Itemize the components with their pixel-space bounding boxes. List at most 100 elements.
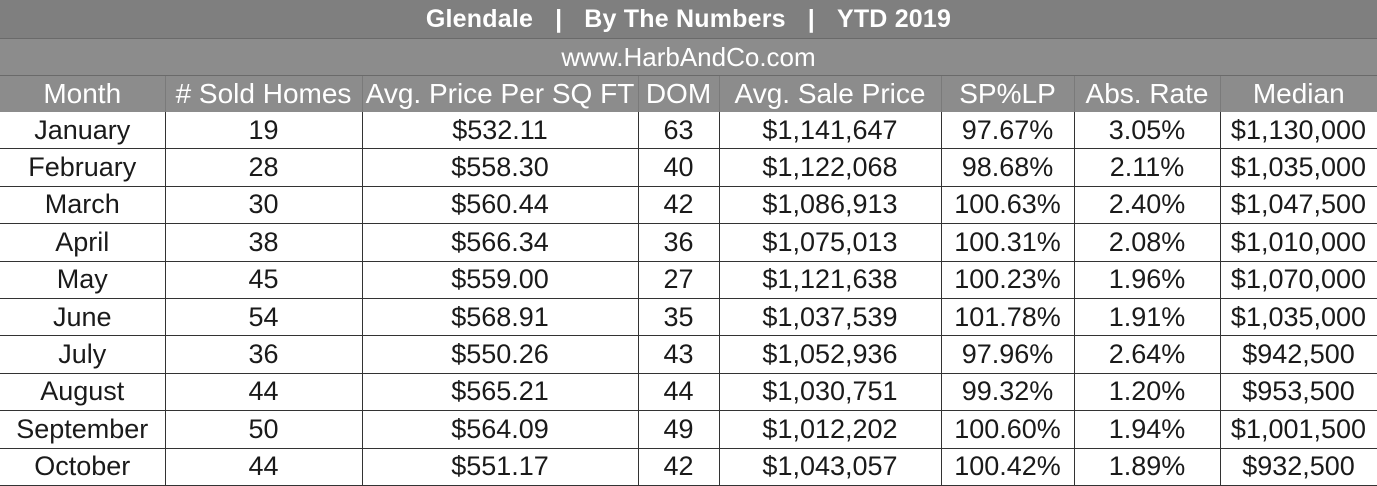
website-url-text: www.HarbAndCo.com bbox=[561, 41, 816, 72]
column-header-price-per-sqft: Avg. Price Per SQ FT bbox=[361, 76, 638, 112]
table-header-row: Month # Sold Homes Avg. Price Per SQ FT … bbox=[0, 76, 1377, 112]
cell-month: February bbox=[0, 148, 166, 187]
cell-median: $1,010,000 bbox=[1219, 223, 1377, 262]
cell-avg-sale-price: $1,122,068 bbox=[718, 148, 942, 187]
cell-abs-rate: 1.96% bbox=[1073, 260, 1221, 299]
cell-median: $953,500 bbox=[1219, 372, 1377, 412]
title-separator-1: | bbox=[555, 4, 563, 33]
cell-avg-sale-price: $1,037,539 bbox=[718, 297, 942, 337]
cell-month: January bbox=[0, 112, 166, 150]
cell-price-per-sqft: $560.44 bbox=[361, 185, 639, 225]
cell-dom: 42 bbox=[637, 185, 720, 225]
cell-month: August bbox=[0, 372, 166, 412]
website-url: www.HarbAndCo.com bbox=[0, 39, 1377, 76]
column-header-abs-rate: Abs. Rate bbox=[1073, 76, 1220, 112]
cell-month: March bbox=[0, 185, 166, 225]
cell-month: July bbox=[0, 335, 166, 374]
cell-month: September bbox=[0, 410, 166, 449]
cell-sp-lp: 100.63% bbox=[940, 185, 1075, 225]
cell-dom: 35 bbox=[637, 297, 720, 337]
table-row: August 44 $565.21 44 $1,030,751 99.32% 1.20% $9… bbox=[0, 372, 1377, 412]
cell-sold-homes: 30 bbox=[164, 185, 363, 225]
cell-dom: 44 bbox=[637, 372, 720, 412]
cell-sp-lp: 98.68% bbox=[940, 148, 1075, 187]
cell-median: $1,001,500 bbox=[1219, 410, 1377, 449]
table-row: June 54 $568.91 35 $1,037,539 101.78% 1.91% $1,… bbox=[0, 297, 1377, 337]
cell-avg-sale-price: $1,121,638 bbox=[718, 260, 942, 299]
column-header-sold-homes: # Sold Homes bbox=[164, 76, 362, 112]
cell-sold-homes: 38 bbox=[164, 223, 363, 262]
cell-avg-sale-price: $1,012,202 bbox=[718, 410, 942, 449]
table-row: January 19 $532.11 63 $1,141,647 97.67% 3.05% $… bbox=[0, 112, 1377, 150]
cell-abs-rate: 2.11% bbox=[1073, 148, 1221, 187]
cell-avg-sale-price: $1,030,751 bbox=[718, 372, 942, 412]
cell-price-per-sqft: $558.30 bbox=[361, 148, 639, 187]
cell-avg-sale-price: $1,075,013 bbox=[718, 223, 942, 262]
cell-sold-homes: 45 bbox=[164, 260, 363, 299]
stats-table: Month # Sold Homes Avg. Price Per SQ FT … bbox=[0, 76, 1377, 486]
cell-sold-homes: 19 bbox=[164, 112, 363, 150]
column-header-month: Month bbox=[0, 76, 165, 112]
cell-abs-rate: 2.08% bbox=[1073, 223, 1221, 262]
cell-abs-rate: 1.94% bbox=[1073, 410, 1221, 449]
cell-median: $1,070,000 bbox=[1219, 260, 1377, 299]
cell-abs-rate: 3.05% bbox=[1073, 112, 1221, 150]
table-row: March 30 $560.44 42 $1,086,913 100.63% 2.40% $1… bbox=[0, 185, 1377, 225]
cell-sp-lp: 100.60% bbox=[940, 410, 1075, 449]
cell-month: May bbox=[0, 260, 166, 299]
cell-dom: 40 bbox=[637, 148, 720, 187]
cell-price-per-sqft: $565.21 bbox=[361, 372, 639, 412]
cell-price-per-sqft: $532.11 bbox=[361, 112, 639, 150]
cell-dom: 36 bbox=[637, 223, 720, 262]
cell-avg-sale-price: $1,141,647 bbox=[718, 112, 942, 150]
column-header-avg-sale-price: Avg. Sale Price bbox=[718, 76, 941, 112]
title-bar: Glendale | By The Numbers | YTD 2019 bbox=[0, 0, 1377, 39]
title-city: Glendale bbox=[425, 4, 534, 33]
cell-price-per-sqft: $564.09 bbox=[361, 410, 639, 449]
cell-abs-rate: 1.91% bbox=[1073, 297, 1221, 337]
table-row: July 36 $550.26 43 $1,052,936 97.96% 2.64% $942… bbox=[0, 335, 1377, 374]
cell-month: June bbox=[0, 297, 166, 337]
table-body: January 19 $532.11 63 $1,141,647 97.67% 3.05% $… bbox=[0, 112, 1377, 486]
cell-median: $1,035,000 bbox=[1219, 297, 1377, 337]
cell-dom: 63 bbox=[637, 112, 720, 150]
title-middle: By The Numbers bbox=[584, 4, 786, 33]
cell-avg-sale-price: $1,086,913 bbox=[718, 185, 942, 225]
cell-price-per-sqft: $559.00 bbox=[361, 260, 639, 299]
cell-sold-homes: 28 bbox=[164, 148, 363, 187]
cell-sold-homes: 54 bbox=[164, 297, 363, 337]
cell-price-per-sqft: $566.34 bbox=[361, 223, 639, 262]
cell-median: $1,035,000 bbox=[1219, 148, 1377, 187]
cell-median: $1,130,000 bbox=[1219, 112, 1377, 150]
cell-sp-lp: 97.67% bbox=[940, 112, 1075, 150]
column-header-dom: DOM bbox=[637, 76, 719, 112]
cell-price-per-sqft: $550.26 bbox=[361, 335, 639, 374]
cell-sold-homes: 36 bbox=[164, 335, 363, 374]
cell-sold-homes: 50 bbox=[164, 410, 363, 449]
cell-sp-lp: 101.78% bbox=[940, 297, 1075, 337]
cell-abs-rate: 2.64% bbox=[1073, 335, 1221, 374]
cell-avg-sale-price: $1,052,936 bbox=[718, 335, 942, 374]
cell-abs-rate: 1.20% bbox=[1073, 372, 1221, 412]
cell-sp-lp: 100.31% bbox=[940, 223, 1075, 262]
cell-sp-lp: 99.32% bbox=[940, 372, 1075, 412]
table-row: February 28 $558.30 40 $1,122,068 98.68% 2.11%… bbox=[0, 148, 1377, 187]
column-header-sp-lp: SP%LP bbox=[940, 76, 1074, 112]
cell-price-per-sqft: $568.91 bbox=[361, 297, 639, 337]
title-period: YTD 2019 bbox=[836, 4, 952, 33]
table-row: September 50 $564.09 49 $1,012,202 100.60% 1.9… bbox=[0, 410, 1377, 449]
cell-dom: 27 bbox=[637, 260, 720, 299]
cell-dom: 43 bbox=[637, 335, 720, 374]
cell-median: $1,047,500 bbox=[1219, 185, 1377, 225]
cell-sp-lp: 100.23% bbox=[940, 260, 1075, 299]
title-separator-2: | bbox=[807, 4, 815, 33]
column-header-median: Median bbox=[1219, 76, 1377, 112]
cell-sold-homes: 44 bbox=[164, 372, 363, 412]
cell-sp-lp: 97.96% bbox=[940, 335, 1075, 374]
cell-abs-rate: 2.40% bbox=[1073, 185, 1221, 225]
table-row: April 38 $566.34 36 $1,075,013 100.31% 2.08% $1… bbox=[0, 223, 1377, 262]
cell-month: April bbox=[0, 223, 166, 262]
cell-dom: 49 bbox=[637, 410, 720, 449]
table-row: May 45 $559.00 27 $1,121,638 100.23% 1.96% $1,0… bbox=[0, 260, 1377, 299]
